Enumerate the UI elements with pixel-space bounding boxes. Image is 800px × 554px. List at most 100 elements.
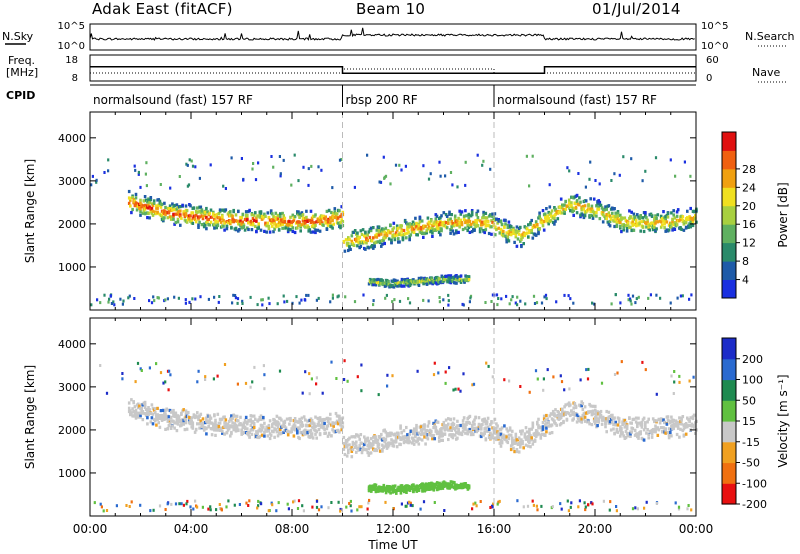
range-cell [392, 226, 396, 230]
range-cell [417, 276, 421, 280]
range-cell [525, 227, 529, 231]
range-cell [327, 506, 330, 510]
range-cell [260, 502, 263, 506]
range-cell [566, 204, 570, 208]
range-cell [669, 432, 672, 436]
range-cell [412, 438, 416, 442]
range-cell [177, 296, 180, 300]
range-cell [309, 230, 313, 234]
range-cell [447, 221, 450, 225]
range-cell [549, 211, 553, 215]
range-cell [631, 294, 635, 298]
range-cell [670, 221, 673, 226]
range-cell [248, 208, 251, 212]
range-cell [249, 385, 252, 389]
range-cell [412, 442, 416, 446]
range-cell [321, 391, 324, 395]
range-cell [110, 302, 113, 305]
range-cell [232, 428, 235, 432]
range-cell [329, 300, 332, 304]
range-cell [237, 428, 240, 432]
range-cell [561, 411, 564, 416]
range-cell [643, 506, 646, 510]
range-cell [339, 224, 342, 228]
range-cell [491, 212, 494, 216]
range-cell [158, 425, 162, 429]
range-cell [604, 421, 607, 425]
range-cell [491, 504, 494, 508]
range-cell [466, 432, 469, 436]
x-tick-label: 00:00 [73, 522, 108, 536]
range-cell [241, 299, 244, 303]
range-cell [456, 185, 459, 189]
range-cell [596, 202, 599, 206]
range-cell [268, 230, 272, 234]
range-cell [127, 201, 131, 205]
nsky-tick-label: 10^5 [58, 21, 85, 32]
range-cell [169, 415, 173, 419]
range-cell [93, 501, 96, 505]
range-cell [385, 232, 389, 236]
range-cell [692, 375, 695, 379]
range-cell [512, 439, 515, 443]
range-cell [435, 429, 439, 433]
range-cell [153, 299, 156, 303]
range-cell [339, 423, 342, 427]
range-cell [428, 487, 431, 491]
range-cell [182, 422, 185, 426]
range-cell [298, 417, 301, 421]
range-cell [301, 219, 305, 223]
range-cell [516, 295, 519, 299]
range-cell [231, 301, 234, 305]
range-cell [405, 425, 408, 430]
range-cell [173, 426, 176, 430]
range-cell [517, 450, 521, 454]
range-cell [634, 224, 638, 228]
range-cell [386, 434, 390, 438]
range-cell [477, 416, 481, 420]
range-cell [179, 214, 182, 218]
range-cell [194, 499, 197, 503]
range-cell [317, 508, 321, 512]
range-cell [508, 428, 512, 432]
range-cell [415, 429, 418, 433]
range-cell [670, 415, 673, 419]
range-cell [269, 433, 273, 437]
range-cell [585, 368, 588, 372]
range-cell [634, 506, 637, 510]
range-cell [338, 414, 341, 418]
range-cell [362, 293, 365, 297]
range-cell [475, 504, 478, 508]
range-cell [190, 159, 193, 163]
range-cell [490, 421, 493, 425]
range-cell [408, 500, 411, 504]
range-cell [133, 199, 137, 203]
range-cell [505, 427, 508, 431]
range-cell [449, 231, 452, 235]
range-cell [199, 412, 203, 416]
range-cell [658, 421, 662, 425]
range-cell [661, 223, 664, 227]
range-cell [692, 425, 696, 429]
range-cell [136, 361, 140, 365]
range-cell [390, 431, 393, 435]
range-cell [439, 486, 442, 491]
range-cell [157, 296, 160, 300]
range-cell [225, 431, 229, 435]
range-cell [536, 430, 539, 434]
range-cell [224, 418, 228, 422]
range-cell [268, 419, 272, 423]
range-cell [561, 409, 564, 413]
range-cell [365, 241, 368, 245]
range-cell [164, 298, 167, 302]
range-cell [645, 216, 648, 220]
range-cell [372, 236, 375, 240]
range-cell [159, 205, 163, 209]
range-cell [575, 413, 579, 417]
range-cell [461, 227, 465, 232]
range-cell [315, 376, 318, 380]
range-cell [239, 415, 242, 419]
range-cell [508, 302, 511, 306]
range-cell [234, 296, 237, 300]
range-cell [598, 217, 602, 221]
